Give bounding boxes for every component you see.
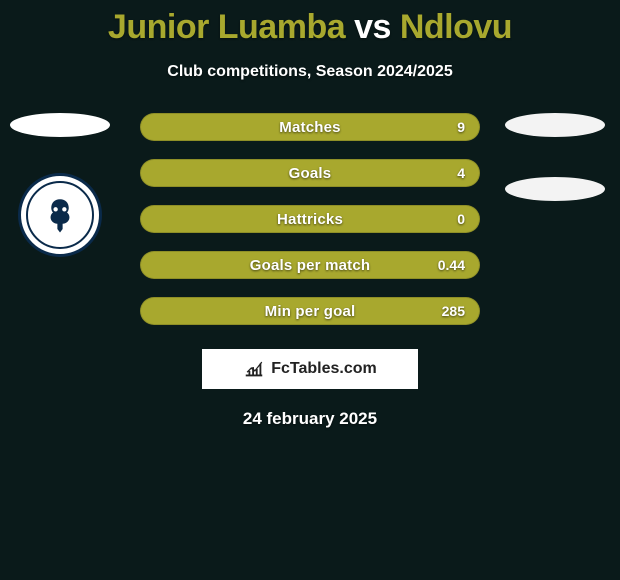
stat-bars: Matches 9 Goals 4 Hattricks 0 Goals per … (140, 113, 480, 325)
stat-label: Min per goal (265, 303, 356, 320)
stat-label: Hattricks (277, 211, 343, 228)
chart-icon (243, 358, 265, 380)
left-club-badge (18, 173, 102, 257)
logo-text: FcTables.com (271, 360, 377, 378)
vs-text: vs (354, 8, 391, 46)
right-oval-2 (505, 177, 605, 201)
date-text: 24 february 2025 (0, 409, 620, 429)
page-title: Junior Luamba vs Ndlovu (0, 0, 620, 47)
stat-value: 0 (457, 211, 465, 227)
player2-name: Ndlovu (400, 8, 512, 46)
stat-value: 9 (457, 119, 465, 135)
stat-bar: Matches 9 (140, 113, 480, 141)
stat-bar: Goals 4 (140, 159, 480, 187)
left-column (5, 113, 115, 257)
stat-label: Goals (289, 165, 332, 182)
right-oval-1 (505, 113, 605, 137)
player1-name: Junior Luamba (108, 8, 345, 46)
stat-value: 0.44 (438, 257, 465, 273)
comparison-container: Matches 9 Goals 4 Hattricks 0 Goals per … (0, 113, 620, 325)
stat-bar: Min per goal 285 (140, 297, 480, 325)
stat-label: Goals per match (250, 257, 371, 274)
owl-icon (39, 194, 81, 236)
stat-bar: Goals per match 0.44 (140, 251, 480, 279)
site-logo: FcTables.com (202, 349, 418, 389)
stat-label: Matches (279, 119, 340, 136)
stat-value: 4 (457, 165, 465, 181)
subtitle: Club competitions, Season 2024/2025 (0, 63, 620, 81)
right-column (500, 113, 610, 201)
left-oval-1 (10, 113, 110, 137)
stat-bar: Hattricks 0 (140, 205, 480, 233)
stat-value: 285 (442, 303, 465, 319)
